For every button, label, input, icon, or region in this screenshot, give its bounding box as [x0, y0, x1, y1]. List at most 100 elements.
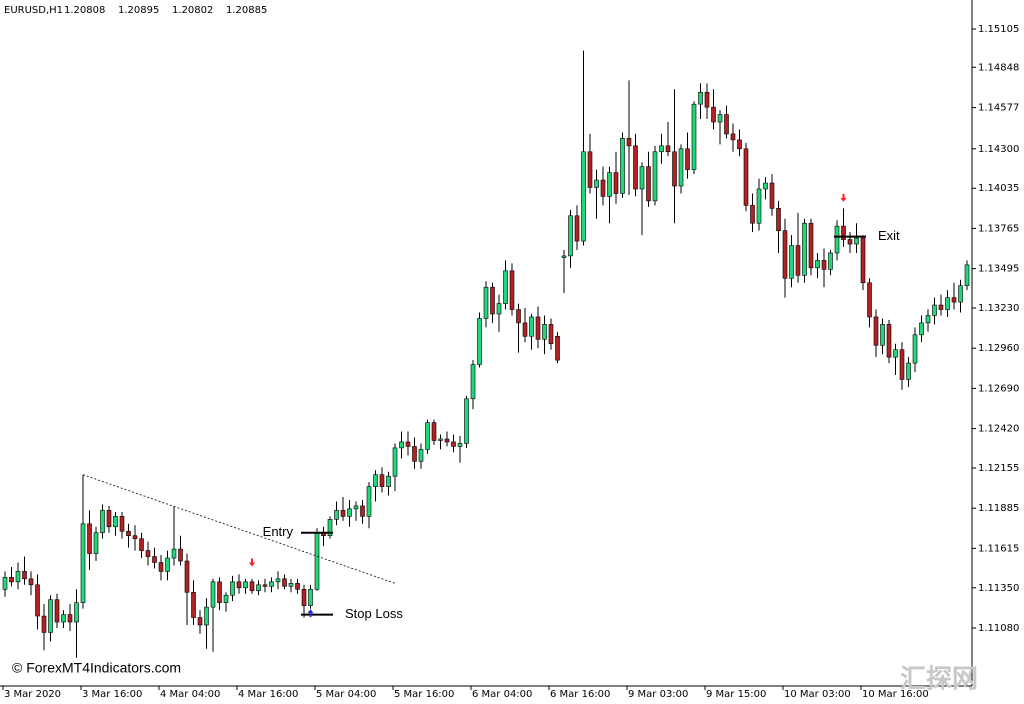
x-tick-label: 5 Mar 04:00 [316, 689, 376, 700]
y-tick-label: 1.12960 [978, 343, 1019, 354]
logo: 汇探网 [900, 665, 978, 695]
candle-body [880, 324, 885, 346]
candle-body [704, 91, 710, 108]
candle-body [906, 362, 911, 380]
x-tick-label: 4 Mar 16:00 [238, 689, 298, 700]
candle-body [756, 188, 762, 224]
candle-body [561, 255, 567, 258]
candle-body [54, 599, 60, 623]
candle-body [301, 588, 307, 606]
candle-body [158, 562, 164, 572]
candle-body [535, 316, 541, 340]
candle-body [2, 577, 8, 590]
candle-body [951, 297, 957, 303]
x-tick-label: 9 Mar 03:00 [628, 689, 688, 700]
y-tick-label: 1.14300 [978, 144, 1019, 155]
candle-body [893, 349, 898, 358]
candle-body [652, 151, 658, 202]
header-high: 1.20895 [118, 5, 159, 16]
header-close: 1.20885 [226, 5, 267, 16]
candle-body [503, 270, 508, 304]
candle-body [574, 215, 580, 242]
candle-body [373, 474, 378, 487]
signal-arrow [840, 193, 847, 202]
candle-body [119, 516, 125, 532]
x-tick-label: 3 Mar 2020 [4, 689, 61, 700]
candle-body [815, 260, 820, 269]
candle-body [522, 322, 528, 337]
candle-body [470, 364, 476, 400]
x-tick-label: 4 Mar 04:00 [160, 689, 220, 700]
candle-body [22, 571, 27, 580]
candle-body [964, 264, 970, 287]
candle-body [873, 316, 879, 346]
candle-body [269, 581, 274, 587]
candle-body [665, 145, 671, 153]
candle-body [834, 225, 840, 254]
candle-body [438, 438, 443, 441]
candle-body [431, 422, 437, 441]
candle-body [743, 148, 749, 206]
level-label: Stop Loss [345, 606, 403, 621]
candle-body [386, 475, 391, 487]
candle-body [925, 315, 931, 324]
candle-body [581, 151, 586, 242]
candle-body [184, 560, 190, 593]
candle-body [646, 166, 651, 202]
candle-body [938, 304, 944, 310]
candle-body [282, 578, 287, 587]
candle-body [243, 581, 248, 589]
candle-body [288, 583, 294, 587]
x-tick-label: 9 Mar 15:00 [706, 689, 766, 700]
candle-body [262, 584, 268, 587]
candle-body [717, 114, 723, 123]
candle-body [412, 446, 417, 462]
y-tick-label: 1.14577 [978, 103, 1019, 114]
signal-arrow [249, 558, 255, 567]
candle-body [464, 398, 469, 444]
candle-body [821, 260, 827, 270]
candle-body [347, 508, 352, 517]
candle-body [67, 614, 73, 623]
candle-body [366, 486, 372, 517]
candle-body [425, 422, 430, 450]
level-label: Exit [878, 228, 900, 243]
candle-body [405, 441, 411, 447]
y-tick-label: 1.13230 [978, 303, 1019, 314]
candle-body [802, 222, 807, 276]
candle-body [600, 179, 606, 197]
candle-body [613, 172, 619, 194]
candle-body [74, 602, 79, 623]
candle-body [685, 148, 690, 170]
candle-body [737, 139, 742, 150]
candle-body [178, 548, 183, 562]
level-label: Entry [263, 524, 294, 539]
candle-body [945, 297, 950, 310]
candle-body [35, 584, 40, 617]
candle-body [860, 237, 866, 284]
candle-body [152, 556, 157, 563]
candle-body [249, 581, 255, 592]
candle-body [314, 532, 320, 590]
candle-body [41, 615, 47, 633]
candle-body [711, 106, 716, 123]
candle-body [139, 538, 144, 551]
candle-body [730, 133, 736, 141]
candle-body [80, 523, 86, 603]
candle-body [548, 324, 554, 345]
candle-body [698, 91, 703, 105]
header-open: 1.20808 [64, 5, 105, 16]
candle-body [334, 510, 339, 520]
candle-body [236, 581, 242, 589]
candle-body [795, 245, 801, 276]
candle-body [509, 270, 515, 310]
y-tick-label: 1.12155 [978, 463, 1019, 474]
candle-body [379, 474, 385, 487]
candle-body [100, 510, 105, 534]
candle-body [256, 584, 261, 592]
x-tick-label: 10 Mar 03:00 [784, 689, 851, 700]
candle-body [145, 550, 151, 557]
candle-body [789, 245, 794, 279]
candle-body [620, 138, 625, 194]
y-tick-label: 1.12420 [978, 424, 1019, 435]
